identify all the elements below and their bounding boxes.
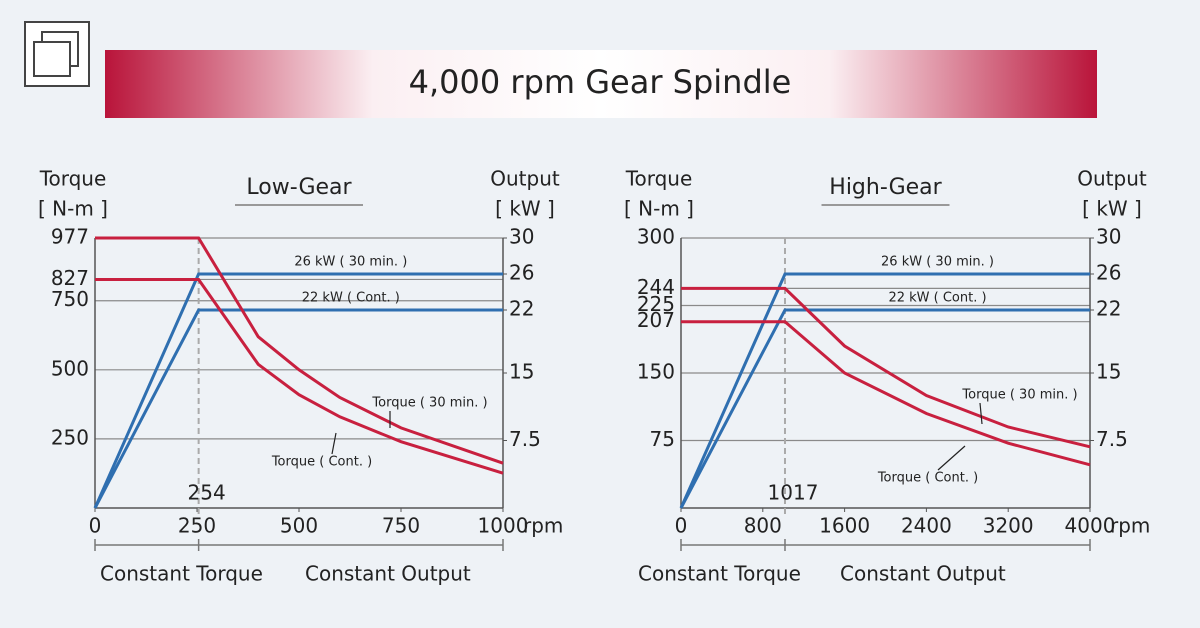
y2-tick-label: 26 (1096, 261, 1121, 285)
series-label: 26 kW ( 30 min. ) (294, 255, 407, 270)
chart-title: Low-Gear (246, 175, 352, 200)
chart-title: High-Gear (829, 175, 942, 200)
title-band (105, 50, 1097, 118)
y-tick-label: 250 (51, 425, 89, 449)
y2-tick-label: 7.5 (1096, 427, 1128, 451)
x-tick-label: 4000 (1065, 514, 1116, 538)
window-icon (24, 21, 90, 87)
region-label: Constant Torque (100, 562, 263, 586)
y2-tick-label: 15 (509, 360, 534, 384)
y-tick-label: 225 (637, 292, 675, 316)
series-line (95, 278, 504, 475)
x-tick-label: 800 (744, 514, 782, 538)
y-tick-label: 244 (637, 275, 675, 299)
base-speed-label: 1017 (768, 481, 819, 505)
x-tick-label: 0 (89, 514, 102, 538)
series-label: Torque ( Cont. ) (877, 471, 978, 486)
series-label: 22 kW ( Cont. ) (302, 291, 400, 306)
label-leader (937, 445, 966, 471)
region-label: Constant Torque (638, 562, 801, 586)
y-axis-unit: [ N-m ] (624, 197, 694, 221)
x-axis-unit: rpm (1110, 514, 1150, 538)
series-line (93, 308, 503, 509)
y2-tick-label: 22 (509, 297, 534, 321)
x-tick-label: 1600 (819, 514, 870, 538)
series-label: 26 kW ( 30 min. ) (881, 255, 994, 270)
series-line (95, 236, 504, 465)
y2-tick-label: 26 (509, 261, 534, 285)
y2-axis-label: Output (1077, 167, 1147, 191)
series-line (679, 272, 1090, 509)
series-label: Torque ( 30 min. ) (371, 396, 487, 411)
y-tick-label: 750 (51, 287, 89, 311)
label-leader (331, 432, 337, 455)
y2-axis-unit: [ kW ] (1082, 197, 1142, 221)
y2-tick-label: 15 (1096, 360, 1121, 384)
y-tick-label: 300 (637, 225, 675, 249)
series-line (679, 308, 1090, 509)
y2-tick-label: 7.5 (509, 427, 541, 451)
x-axis-unit: rpm (523, 514, 563, 538)
page-title: 4,000 rpm Gear Spindle (409, 63, 792, 101)
x-tick-label: 1000 (478, 514, 529, 538)
label-leader (979, 402, 983, 425)
x-tick-label: 250 (178, 514, 216, 538)
y-tick-label: 75 (650, 427, 675, 451)
y2-axis-unit: [ kW ] (495, 197, 555, 221)
series-line (93, 272, 503, 509)
x-tick-label: 500 (280, 514, 318, 538)
series-label: Torque ( Cont. ) (271, 455, 372, 470)
region-label: Constant Output (840, 562, 1006, 586)
x-tick-label: 3200 (983, 514, 1034, 538)
y2-tick-label: 22 (1096, 297, 1121, 321)
y-tick-label: 150 (637, 360, 675, 384)
y-tick-label: 207 (637, 308, 675, 332)
x-tick-label: 2400 (901, 514, 952, 538)
y-tick-label: 500 (51, 356, 89, 380)
y2-tick-label: 30 (509, 225, 534, 249)
y2-tick-label: 30 (1096, 225, 1121, 249)
x-tick-label: 0 (675, 514, 688, 538)
y2-axis-label: Output (490, 167, 560, 191)
y-tick-label: 977 (51, 225, 89, 249)
y-axis-unit: [ N-m ] (38, 197, 108, 221)
region-label: Constant Output (305, 562, 471, 586)
x-tick-label: 750 (382, 514, 420, 538)
y-axis-label: Torque (625, 167, 693, 191)
series-line (681, 320, 1091, 467)
y-tick-label: 827 (51, 266, 89, 290)
y-axis-label: Torque (39, 167, 107, 191)
base-speed-label: 254 (188, 481, 226, 505)
series-line (681, 286, 1091, 449)
series-label: 22 kW ( Cont. ) (888, 291, 986, 306)
series-label: Torque ( 30 min. ) (961, 388, 1077, 403)
